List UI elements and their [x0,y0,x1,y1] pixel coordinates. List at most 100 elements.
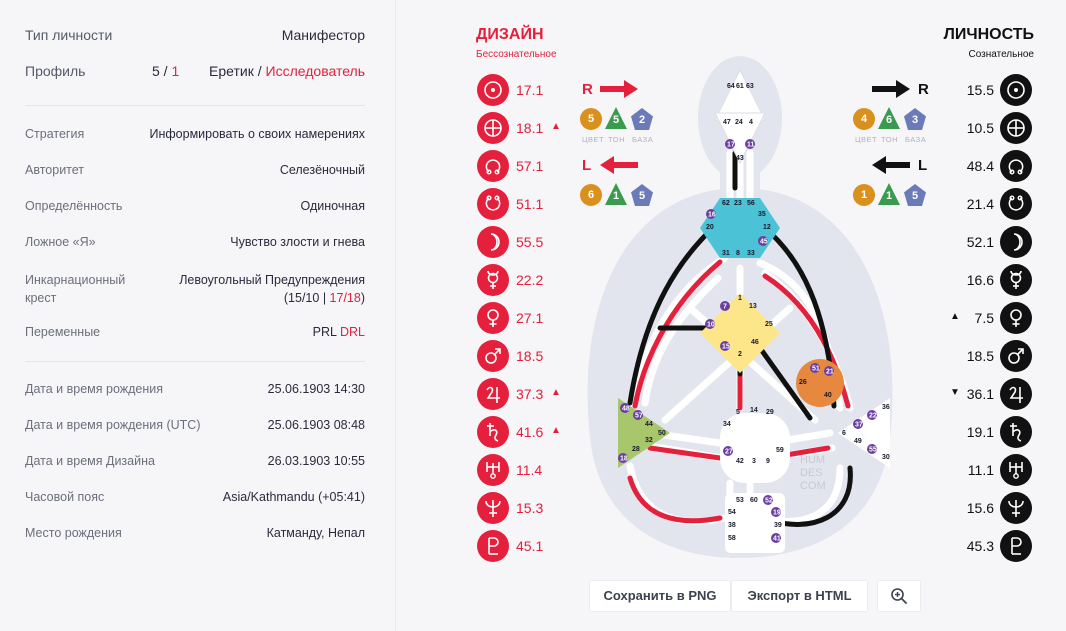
svg-text:52: 52 [765,498,773,505]
arrow-up-icon: ▲ [551,425,561,436]
personality-right-arrow-icon [872,80,910,98]
svg-text:28: 28 [632,446,640,453]
jupiter-icon [1000,378,1032,410]
arrow-up-icon: ▲ [551,121,561,132]
svg-text:38: 38 [728,522,736,529]
svg-text:64: 64 [727,83,735,90]
planet-row[interactable]: 52.1 [950,226,1034,258]
svg-text:54: 54 [728,509,736,516]
planet-gate-value: 27.1 [516,310,544,326]
personality-base-label: БАЗА [905,135,927,144]
design-date-value: 26.03.1903 10:55 [267,454,365,468]
svg-text:11: 11 [747,142,755,149]
mercury-icon [477,264,509,296]
planet-row[interactable]: 27.1 [477,302,567,334]
planet-row[interactable]: 41.6 ▲ [477,416,567,448]
planet-gate-value: 51.1 [516,196,544,212]
planet-row[interactable]: 22.2 [477,264,567,296]
spleen-center[interactable] [618,398,670,468]
solar-plexus-center[interactable] [838,398,890,468]
birth-label: Дата и время рождения [25,382,164,396]
svg-text:1: 1 [738,295,742,302]
planet-row[interactable]: 57.1 [477,150,567,182]
planet-gate-value: 57.1 [516,158,544,174]
design-right-arrow-icon [600,80,638,98]
planet-gate-value: 19.1 [966,424,994,440]
planet-row[interactable]: 37.3 ▲ [477,378,567,410]
g-center[interactable] [700,293,780,373]
planet-row[interactable]: 19.1 [950,416,1034,448]
planet-gate-value: 36.1 [966,386,994,402]
planet-row[interactable]: 11.4 [477,454,567,486]
sun-icon [477,74,509,106]
planet-row[interactable]: 15.5 [950,74,1034,106]
svg-text:8: 8 [736,250,740,257]
timezone-label: Часовой пояс [25,490,105,504]
planet-row[interactable]: 18.5 [950,340,1034,372]
moon-icon [477,226,509,258]
cross-value: Левоугольный Предупреждения (15/10 | 17/1… [179,273,365,305]
strategy-value: Информировать о своих намерениях [149,127,366,141]
design-top-letter: R [582,81,593,98]
arrow-up-icon: ▲ [950,311,960,322]
export-html-button[interactable]: Экспорт в HTML [731,580,868,612]
arrow-up-icon: ▲ [551,387,561,398]
false-self-value: Чувство злости и гнева [230,235,365,249]
planet-row[interactable]: 7.5 ▲ [950,302,1034,334]
svg-text:16: 16 [708,212,716,219]
planet-row[interactable]: 16.6 [950,264,1034,296]
planet-row[interactable]: 45.3 [950,530,1034,562]
planet-row[interactable]: 18.5 [477,340,567,372]
profile-numbers: 5 / 1 [152,63,180,79]
design-top-base: 2 [631,108,653,130]
planet-gate-value: 16.6 [966,272,994,288]
svg-text:49: 49 [854,438,862,445]
svg-text:29: 29 [766,409,774,416]
planet-row[interactable]: 45.1 [477,530,567,562]
sacral-center[interactable] [720,413,790,483]
ajna-center[interactable] [714,112,766,165]
svg-text:25: 25 [765,321,773,328]
planet-gate-value: 18.1 [516,120,544,136]
svg-text:45: 45 [760,239,768,246]
planet-row[interactable]: 11.1 [950,454,1034,486]
planet-row[interactable]: 15.6 [950,492,1034,524]
personality-tone-label: ТОН [881,135,898,144]
planet-row[interactable]: 36.1 ▼ [950,378,1034,410]
svg-text:22: 22 [869,413,877,420]
planet-row[interactable]: 55.5 [477,226,567,258]
svg-text:4: 4 [749,119,753,126]
planet-row[interactable]: 21.4 [950,188,1034,220]
svg-text:14: 14 [750,407,758,414]
watermark: HUM DES COM [800,454,826,492]
design-bottom-base: 5 [631,184,653,206]
zoom-button[interactable] [877,580,921,612]
planet-row[interactable]: 17.1 [477,74,567,106]
neptune-icon [1000,492,1032,524]
svg-text:20: 20 [706,224,714,231]
birth-utc-value: 25.06.1903 08:48 [267,418,365,432]
arrow-down-icon: ▼ [950,387,960,398]
planet-gate-value: 41.6 [516,424,544,440]
personality-color-label: ЦВЕТ [855,135,878,144]
planet-gate-value: 15.6 [966,500,994,516]
earth-icon [477,112,509,144]
profile-label: Профиль [25,63,86,79]
planet-row[interactable]: 51.1 [477,188,567,220]
venus-icon [477,302,509,334]
place-label: Место рождения [25,526,122,540]
svg-text:56: 56 [747,200,755,207]
svg-text:13: 13 [749,303,757,310]
gate-labels: 64 61 63 47 24 4 17 11 43 62 23 56 16 35… [618,83,890,543]
planet-row[interactable]: 18.1 ▲ [477,112,567,144]
planet-row[interactable]: 48.4 [950,150,1034,182]
timezone-value: Asia/Kathmandu (+05:41) [222,490,365,504]
root-center[interactable] [725,493,785,553]
save-png-button[interactable]: Сохранить в PNG [589,580,731,612]
svg-text:48: 48 [622,406,630,413]
profile-names: Еретик / Исследователь [209,63,365,79]
planet-row[interactable]: 10.5 [950,112,1034,144]
planet-row[interactable]: 15.3 [477,492,567,524]
svg-text:55: 55 [869,447,877,454]
svg-text:42: 42 [736,458,744,465]
